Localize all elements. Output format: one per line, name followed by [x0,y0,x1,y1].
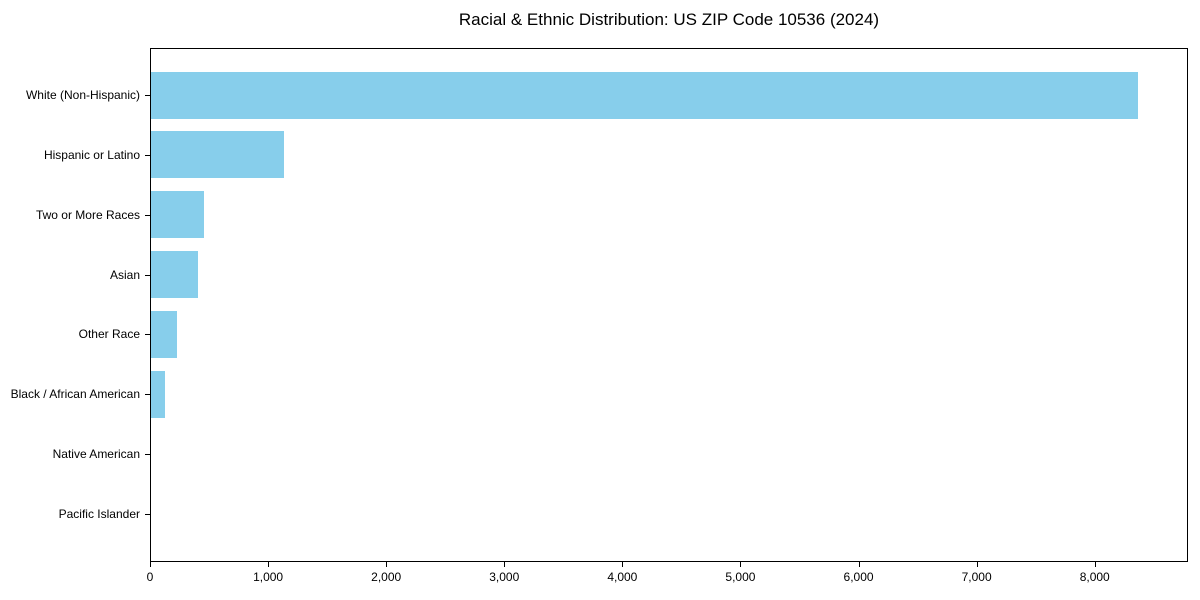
bar [151,191,205,239]
bar [151,71,1139,119]
y-tick-label: White (Non-Hispanic) [25,88,140,102]
y-tick-label: Two or More Races [35,207,140,222]
y-tick-label: Native American [52,447,140,462]
y-tick-label: Asian [109,267,140,282]
y-tick [145,513,150,515]
bar [151,310,177,358]
x-tick [268,562,270,567]
y-tick [145,454,150,456]
plot-area [150,48,1188,562]
x-tick [504,562,506,567]
x-tick-label: 6,000 [843,570,874,584]
x-tick [150,562,151,567]
y-tick-label: Hispanic or Latino [43,147,140,162]
bar [151,251,199,299]
y-tick [145,334,150,336]
y-tick [145,95,150,96]
x-tick-label: 3,000 [489,570,520,584]
y-tick-label: Black / African American [10,387,140,402]
bar [151,131,284,179]
x-tick [858,562,860,567]
chart-title: Racial & Ethnic Distribution: US ZIP Cod… [458,10,880,29]
x-tick [976,562,978,567]
y-tick-label: Other Race [78,327,140,342]
y-tick [145,394,150,396]
x-tick-label: 7,000 [961,570,992,584]
x-tick-label: 4,000 [607,570,638,584]
x-tick [1094,562,1096,567]
x-tick-label: 0 [146,570,154,584]
x-tick [386,562,388,567]
x-tick [740,562,742,567]
x-tick-label: 2,000 [371,570,402,584]
x-tick-label: 5,000 [725,570,756,584]
y-tick [145,154,150,156]
y-tick [145,274,150,276]
x-tick-label: 8,000 [1079,570,1110,584]
bar [151,370,166,418]
x-tick [622,562,624,567]
x-tick-label: 1,000 [253,570,284,584]
y-tick [145,214,150,216]
y-tick-label: Pacific Islander [58,506,140,521]
